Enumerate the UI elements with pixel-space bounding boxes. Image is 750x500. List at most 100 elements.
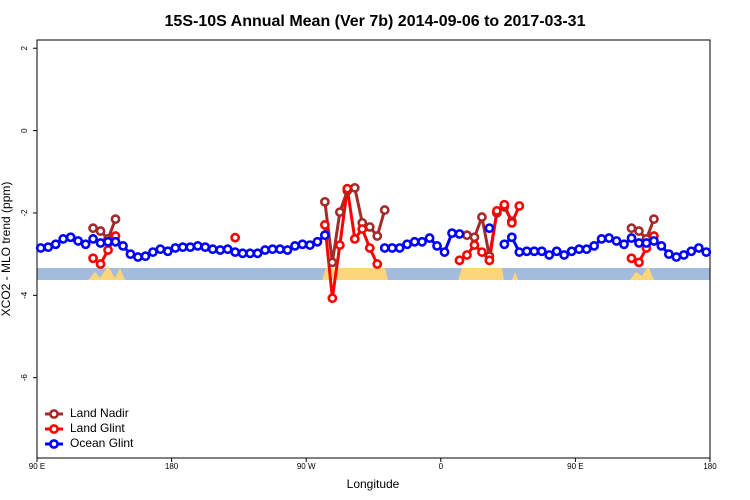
point xyxy=(349,234,360,244)
point xyxy=(237,248,248,259)
point xyxy=(417,236,428,247)
point xyxy=(334,207,345,218)
point xyxy=(379,205,390,215)
point xyxy=(95,226,106,236)
legend-swatch-marker xyxy=(49,439,59,449)
point xyxy=(319,196,330,207)
y-tick-label: -6 xyxy=(20,374,29,382)
point xyxy=(634,226,644,236)
point xyxy=(626,253,637,264)
point xyxy=(626,233,637,243)
legend-label: Land Glint xyxy=(70,421,125,435)
point xyxy=(230,232,241,243)
point xyxy=(447,228,457,239)
x-tick-label: 180 xyxy=(165,462,179,471)
point xyxy=(596,234,607,244)
point xyxy=(73,236,84,246)
series-line xyxy=(92,187,656,300)
point xyxy=(439,247,450,257)
point xyxy=(634,238,644,248)
point xyxy=(319,230,330,241)
y-tick-label: -2 xyxy=(20,209,29,217)
point xyxy=(686,246,697,257)
point xyxy=(402,239,413,250)
land-area xyxy=(458,268,504,280)
point xyxy=(88,223,98,234)
point xyxy=(58,234,69,244)
point xyxy=(649,236,659,246)
point xyxy=(424,233,435,243)
point xyxy=(693,243,704,253)
point xyxy=(589,241,599,251)
point xyxy=(290,241,300,251)
point xyxy=(611,236,622,246)
point xyxy=(327,257,338,268)
point xyxy=(177,242,188,253)
point xyxy=(35,243,46,253)
point xyxy=(148,247,158,257)
point xyxy=(581,244,592,255)
point xyxy=(678,250,689,260)
point xyxy=(118,241,128,251)
point xyxy=(364,222,375,232)
point xyxy=(305,240,315,250)
point xyxy=(297,239,308,250)
point xyxy=(462,250,472,260)
y-tick-label: 0 xyxy=(20,128,29,133)
chart-title: 15S-10S Annual Mean (Ver 7b) 2014-09-06 … xyxy=(165,13,586,30)
point xyxy=(506,232,517,243)
point xyxy=(327,293,338,304)
point xyxy=(514,247,525,257)
point xyxy=(334,240,345,250)
point xyxy=(491,206,502,216)
point xyxy=(140,251,151,262)
point xyxy=(260,245,270,255)
point xyxy=(559,250,570,260)
point xyxy=(454,255,465,266)
point xyxy=(604,233,614,243)
point xyxy=(95,238,106,248)
x-axis-label: Longitude xyxy=(347,477,400,491)
point xyxy=(529,246,540,257)
point xyxy=(477,247,487,257)
x-tick-label: 90 W xyxy=(297,462,316,471)
point xyxy=(200,242,211,253)
point xyxy=(95,259,106,269)
point xyxy=(619,239,629,250)
y-tick-label: -4 xyxy=(20,291,29,299)
point xyxy=(506,217,517,228)
point xyxy=(574,244,585,255)
point xyxy=(162,246,173,257)
point xyxy=(349,182,360,193)
point xyxy=(499,199,510,210)
point xyxy=(409,236,420,247)
point xyxy=(192,241,203,251)
point xyxy=(514,201,525,211)
point xyxy=(230,247,241,257)
point xyxy=(207,244,218,255)
x-tick-label: 90 E xyxy=(29,462,45,471)
point xyxy=(88,253,98,264)
legend-swatch-marker xyxy=(49,409,59,419)
point xyxy=(155,244,166,255)
point xyxy=(663,249,674,260)
point xyxy=(551,246,562,257)
point xyxy=(312,236,323,247)
point xyxy=(80,239,91,250)
legend-label: Land Nadir xyxy=(70,406,129,420)
point xyxy=(88,234,98,244)
point xyxy=(484,255,495,266)
point xyxy=(342,183,353,194)
point xyxy=(477,212,487,222)
point xyxy=(43,242,54,253)
point xyxy=(701,247,712,257)
point xyxy=(379,243,390,253)
point xyxy=(656,241,667,251)
land-area xyxy=(88,266,125,280)
point xyxy=(634,257,644,268)
point xyxy=(215,245,226,255)
point xyxy=(626,223,637,234)
point xyxy=(50,239,61,250)
y-axis-label: XCO2 - MLO trend (ppm) xyxy=(0,182,13,317)
point xyxy=(521,246,532,257)
